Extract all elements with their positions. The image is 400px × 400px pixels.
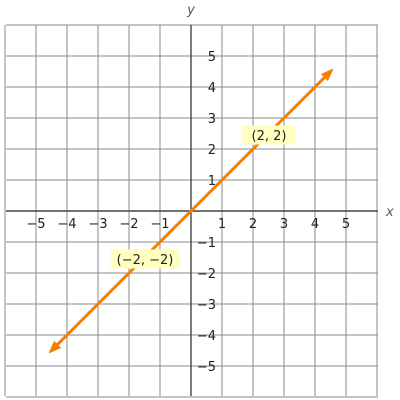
annotation-background: [242, 125, 296, 145]
annotation-label: (−2, −2): [117, 253, 174, 268]
y-tick-label: 5: [208, 50, 216, 65]
x-axis-label: x: [385, 205, 394, 220]
y-tick-label: 3: [208, 112, 216, 127]
x-tick-label: −4: [57, 217, 76, 232]
x-tick-label: 5: [342, 217, 350, 232]
x-tick-label: 1: [218, 217, 226, 232]
y-axis-label: y: [186, 3, 195, 18]
x-tick-label: −1: [150, 217, 169, 232]
y-tick-label: −3: [197, 298, 216, 313]
x-tick-label: −3: [88, 217, 107, 232]
x-tick-label: −5: [26, 217, 45, 232]
point-annotation: (−2, −2): [110, 249, 180, 269]
point-annotation: (2, 2): [242, 125, 296, 145]
x-tick-label: 4: [311, 217, 319, 232]
y-tick-label: 4: [208, 81, 216, 96]
y-tick-label: −5: [197, 360, 216, 375]
arrowhead: [320, 68, 334, 82]
x-tick-label: 2: [249, 217, 257, 232]
y-tick-label: −1: [197, 236, 216, 251]
x-tick-label: 3: [280, 217, 288, 232]
y-tick-label: 2: [208, 143, 216, 158]
y-tick-label: −2: [197, 267, 216, 282]
annotations: (2, 2) (−2, −2): [110, 125, 296, 269]
arrowhead: [48, 340, 62, 354]
annotation-label: (2, 2): [252, 129, 287, 144]
y-tick-label: −4: [197, 329, 216, 344]
series-layer: [48, 68, 334, 354]
series-line: [53, 73, 329, 349]
x-tick-label: −2: [119, 217, 138, 232]
annotation-background: [110, 249, 180, 269]
y-tick-label: 1: [208, 174, 216, 189]
